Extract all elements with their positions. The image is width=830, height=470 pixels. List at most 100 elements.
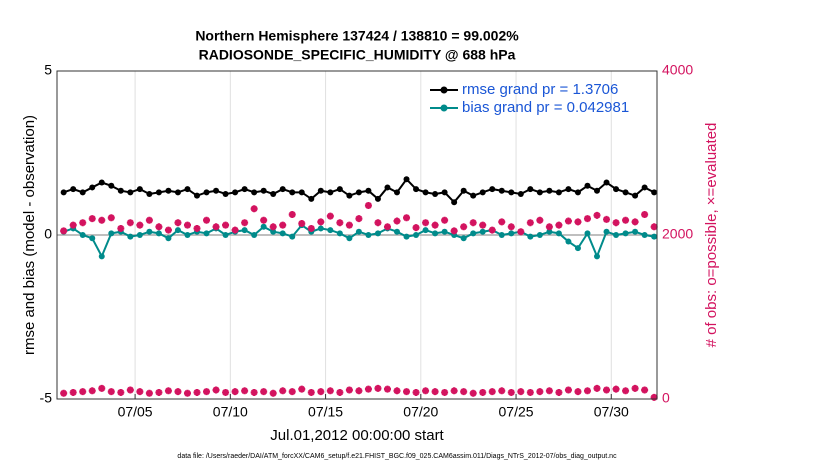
count-marker <box>307 224 315 232</box>
series-marker <box>79 232 86 238</box>
series-marker <box>555 189 562 196</box>
series-marker <box>232 189 239 196</box>
series-marker <box>394 189 400 196</box>
count-marker <box>307 388 315 396</box>
count-marker <box>326 212 334 220</box>
count-marker <box>603 386 611 394</box>
series-marker <box>603 179 610 186</box>
series-marker <box>260 187 267 194</box>
count-marker <box>174 388 182 396</box>
count-marker <box>88 387 96 395</box>
series-marker <box>565 238 572 245</box>
series-marker <box>498 187 505 194</box>
count-marker <box>298 220 306 228</box>
count-marker <box>383 385 391 393</box>
series-marker <box>194 192 200 199</box>
count-marker <box>250 205 258 213</box>
count-marker <box>412 224 420 232</box>
count-marker <box>526 388 534 396</box>
series-marker <box>117 187 124 194</box>
count-marker <box>412 388 420 396</box>
legend-label: bias grand pr = 0.042981 <box>462 99 629 116</box>
legend-label: rmse grand pr = 1.3706 <box>462 81 618 98</box>
count-marker <box>479 388 487 396</box>
series-marker <box>317 187 324 194</box>
count-marker <box>155 388 163 396</box>
count-marker <box>498 218 506 226</box>
count-marker <box>564 386 572 394</box>
count-marker <box>126 386 134 394</box>
count-marker <box>545 223 553 231</box>
series-marker <box>165 187 172 194</box>
series-marker <box>460 235 467 242</box>
series-marker <box>146 191 153 197</box>
series-marker <box>394 228 400 235</box>
series-marker <box>374 230 381 237</box>
series-marker <box>317 225 324 232</box>
count-marker <box>622 387 630 395</box>
count-marker <box>545 387 553 395</box>
count-marker <box>364 201 372 209</box>
series-marker <box>213 187 220 194</box>
y2-tick-label: 4000 <box>662 62 693 78</box>
count-marker <box>393 387 401 395</box>
series-marker <box>613 186 620 193</box>
series-marker <box>70 186 77 193</box>
count-marker <box>574 388 582 396</box>
series-marker <box>489 186 496 193</box>
count-marker <box>69 388 77 396</box>
count-marker <box>193 388 201 396</box>
count-marker <box>460 223 468 231</box>
count-marker <box>317 218 325 226</box>
count-marker <box>136 221 144 229</box>
series-marker <box>155 189 162 196</box>
series-marker <box>374 195 381 202</box>
series-marker <box>498 232 505 238</box>
count-marker <box>650 393 658 401</box>
series-marker <box>279 230 286 237</box>
x-tick-label: 07/20 <box>403 404 438 420</box>
series-marker <box>203 189 210 196</box>
count-marker <box>260 388 268 396</box>
count-marker <box>631 218 639 226</box>
count-marker <box>336 219 344 227</box>
count-marker <box>183 389 191 397</box>
y2-tick-label: 2000 <box>662 226 693 242</box>
count-marker <box>422 219 430 227</box>
series-marker <box>127 233 134 240</box>
plot-frame <box>56 70 658 400</box>
count-marker <box>98 216 106 224</box>
series-marker <box>174 227 181 234</box>
series-marker <box>222 191 229 197</box>
series-marker <box>174 189 181 196</box>
count-marker <box>431 388 439 396</box>
count-marker <box>441 388 449 396</box>
series-marker <box>127 189 134 196</box>
legend-marker <box>440 86 448 94</box>
series-marker <box>594 187 600 194</box>
series-marker <box>641 184 648 191</box>
count-marker <box>222 221 230 229</box>
count-marker <box>326 387 334 395</box>
count-marker <box>69 221 77 229</box>
count-marker <box>260 216 268 224</box>
series-marker <box>441 228 448 235</box>
count-marker <box>450 227 458 235</box>
count-marker <box>479 221 487 229</box>
series-marker <box>89 184 96 191</box>
count-marker <box>650 223 658 231</box>
series-marker <box>98 253 105 260</box>
series-marker <box>384 184 391 191</box>
x-tick-label: 07/25 <box>499 404 534 420</box>
count-marker <box>345 221 353 229</box>
series-marker <box>508 189 515 196</box>
series-marker <box>594 253 600 260</box>
count-marker <box>422 387 430 395</box>
series-marker <box>346 192 353 199</box>
count-marker <box>631 384 639 392</box>
count-marker <box>364 385 372 393</box>
series-marker <box>355 228 362 235</box>
count-marker <box>507 388 515 396</box>
series-marker <box>536 232 543 238</box>
count-marker <box>60 227 68 235</box>
